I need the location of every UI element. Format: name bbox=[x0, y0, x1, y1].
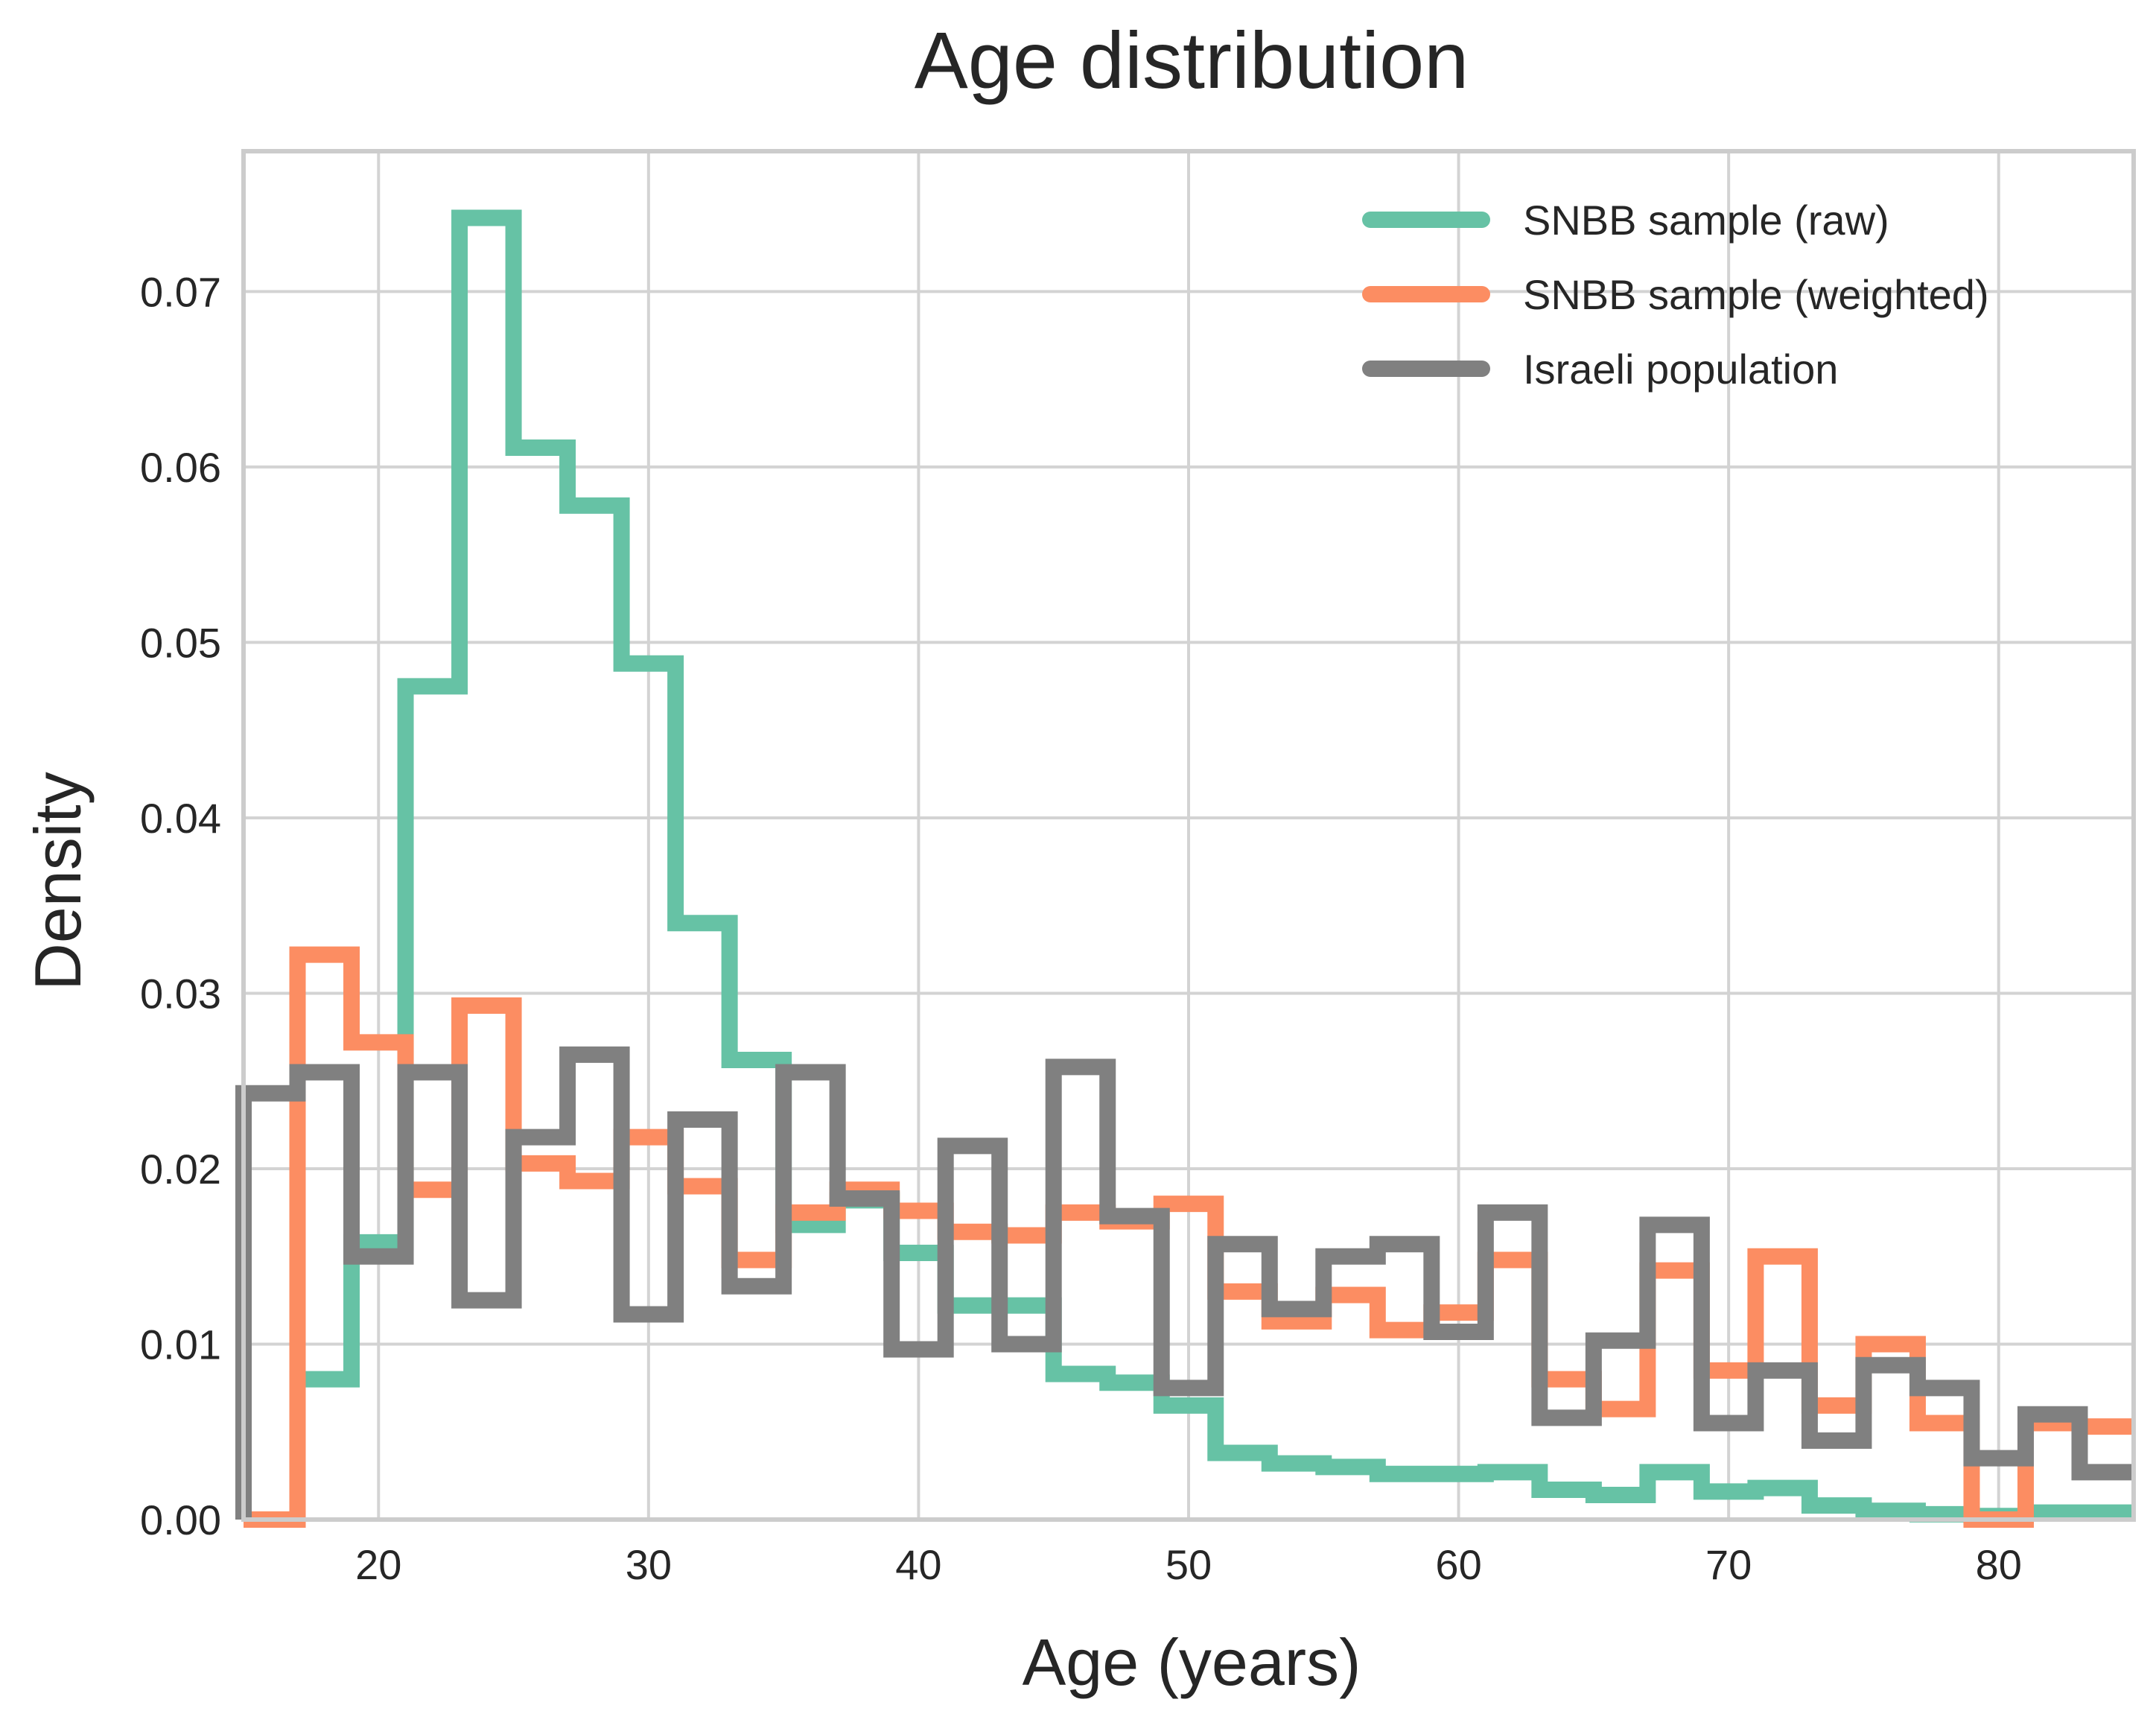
y-axis-label: Density bbox=[21, 772, 95, 990]
tick-labels: 20 30 40 50 60 70 80 0.00 0.01 0.02 0.03 0.04 0.05 0.… bbox=[140, 268, 2022, 1588]
y-tick-label: 0.07 bbox=[140, 268, 221, 315]
legend-label: SNBB sample (raw) bbox=[1523, 197, 1889, 244]
x-axis-label: Age (years) bbox=[1023, 1625, 1361, 1699]
y-tick-label: 0.01 bbox=[140, 1321, 221, 1368]
y-tick-label: 0.03 bbox=[140, 970, 221, 1017]
x-tick-label: 20 bbox=[355, 1541, 401, 1588]
y-tick-label: 0.04 bbox=[140, 795, 221, 842]
legend-label: Israeli population bbox=[1523, 346, 1838, 393]
series-line-0 bbox=[289, 209, 2134, 1525]
y-tick-label: 0.00 bbox=[140, 1496, 221, 1543]
y-tick-label: 0.05 bbox=[140, 619, 221, 666]
plot-frame bbox=[241, 149, 2136, 1522]
grid bbox=[244, 151, 2134, 1521]
y-tick-label: 0.02 bbox=[140, 1146, 221, 1193]
y-tick-label: 0.06 bbox=[140, 444, 221, 491]
legend: SNBB sample (raw) SNBB sample (weighted) I… bbox=[1362, 197, 1989, 393]
x-tick-label: 30 bbox=[626, 1541, 672, 1588]
x-tick-label: 60 bbox=[1435, 1541, 1481, 1588]
chart-title: Age distribution bbox=[915, 15, 1469, 105]
x-tick-label: 80 bbox=[1976, 1541, 2022, 1588]
x-tick-label: 40 bbox=[895, 1541, 941, 1588]
x-tick-label: 70 bbox=[1705, 1541, 1752, 1588]
series-line-2 bbox=[235, 1046, 2134, 1520]
legend-label: SNBB sample (weighted) bbox=[1523, 271, 1989, 318]
series-line-1 bbox=[244, 946, 2134, 1528]
x-tick-label: 50 bbox=[1166, 1541, 1212, 1588]
plot-series bbox=[235, 209, 2134, 1528]
